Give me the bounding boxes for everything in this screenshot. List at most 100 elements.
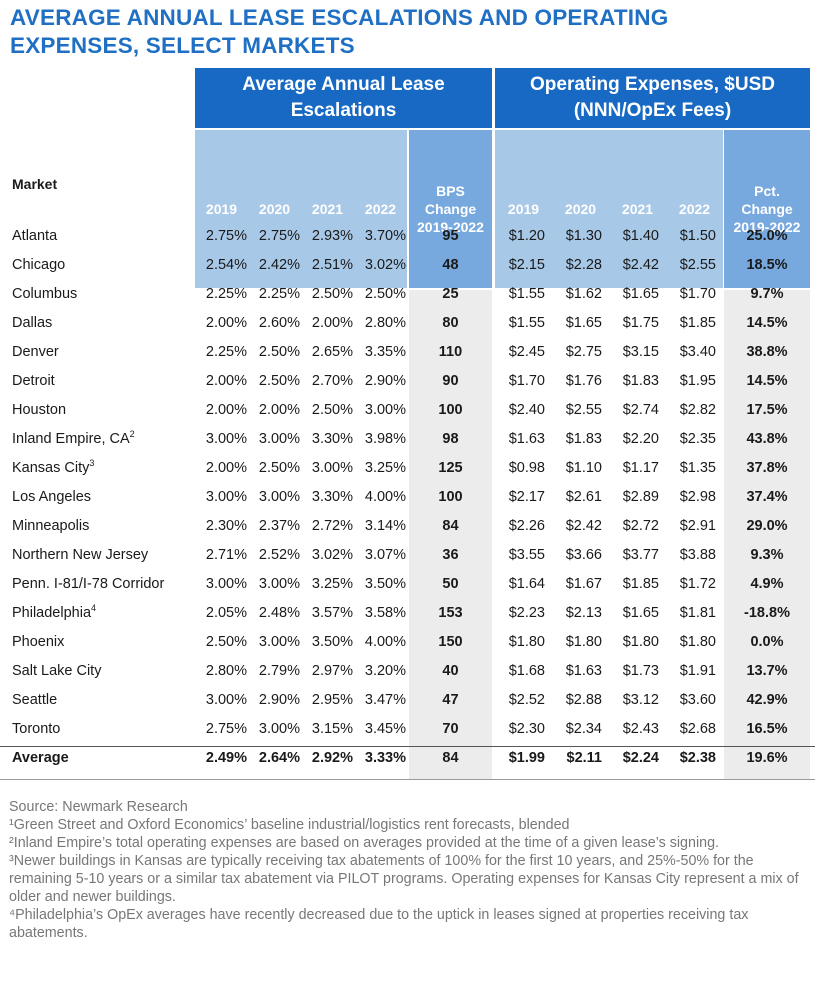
table-row: Toronto 2.75% 3.00% 3.15% 3.45% 70 $2.30 $2.34 $… xyxy=(0,715,815,744)
market-label: Los Angeles xyxy=(12,489,92,505)
lease-escalation-value: 3.00% xyxy=(205,489,247,505)
opex-value: $1.95 xyxy=(679,373,716,389)
bps-column-shade xyxy=(409,290,492,780)
opex-value: $1.91 xyxy=(679,663,716,679)
lease-escalation-value: 3.58% xyxy=(364,605,406,621)
table-row: Philadelphia4 2.05% 2.48% 3.57% 3.58% 153 $2.2… xyxy=(0,599,815,628)
footnote-3: ³Newer buildings in Kansas are typically… xyxy=(9,853,799,905)
table-row: Inland Empire, CA2 3.00% 3.00% 3.30% 3.98% 98… xyxy=(0,425,815,454)
lease-escalation-value: 2.49% xyxy=(205,750,247,766)
lease-escalation-value: 3.25% xyxy=(364,460,406,476)
table-row: Salt Lake City 2.80% 2.79% 2.97% 3.20% 40 $1.6… xyxy=(0,657,815,686)
market-label: Philadelphia xyxy=(12,605,92,621)
lease-escalation-value: 2.50% xyxy=(258,344,300,360)
opex-value: $3.66 xyxy=(565,547,602,563)
lease-escalation-value: 2.92% xyxy=(311,750,353,766)
opex-value: $1.99 xyxy=(508,750,545,766)
opex-value: $2.28 xyxy=(565,257,602,273)
lease-escalation-value: 2.37% xyxy=(258,518,300,534)
pct-change-value: 9.7% xyxy=(750,286,784,302)
bps-change-value: 47 xyxy=(442,692,459,708)
market-label: Chicago xyxy=(12,257,66,273)
opex-value: $1.85 xyxy=(622,576,659,592)
lease-escalation-value: 2.00% xyxy=(258,402,300,418)
opex-value: $2.17 xyxy=(508,489,545,505)
opex-years-header-bg xyxy=(495,130,723,288)
market-name: Minneapolis xyxy=(12,512,89,541)
lease-escalation-value: 3.47% xyxy=(364,692,406,708)
table-row: Dallas 2.00% 2.60% 2.00% 2.80% 80 $1.55 $1.65 $1… xyxy=(0,309,815,338)
lease-escalation-value: 2.00% xyxy=(205,402,247,418)
opex-year-header: 2022 xyxy=(678,201,711,217)
footnote-2: ²Inland Empire’s total operating expense… xyxy=(9,835,719,851)
market-label: Houston xyxy=(12,402,67,418)
lease-escalation-value: 2.90% xyxy=(258,692,300,708)
opex-value: $1.70 xyxy=(679,286,716,302)
market-label: Penn. I-81/I-78 Corridor xyxy=(12,576,165,592)
opex-value: $1.65 xyxy=(622,605,659,621)
pct-header-line: Change xyxy=(741,201,793,217)
table-row: Seattle 3.00% 2.90% 2.95% 3.47% 47 $2.52 $2.88 $… xyxy=(0,686,815,715)
lease-escalation-value: 3.00% xyxy=(258,489,300,505)
lease-escalation-value: 2.50% xyxy=(311,402,353,418)
pct-change-value: -18.8% xyxy=(744,605,790,621)
opex-value: $1.63 xyxy=(508,431,545,447)
market-name: Houston xyxy=(12,396,66,425)
lease-escalation-value: 2.65% xyxy=(311,344,353,360)
opex-value: $1.50 xyxy=(679,228,716,244)
lease-escalation-value: 2.72% xyxy=(311,518,353,534)
lease-escalation-value: 3.00% xyxy=(258,721,300,737)
opex-value: $2.40 xyxy=(508,402,545,418)
opex-value: $1.67 xyxy=(565,576,602,592)
pct-header-line: Pct. xyxy=(754,183,780,199)
lease-escalation-value: 2.00% xyxy=(205,315,247,331)
table-row: Denver 2.25% 2.50% 2.65% 3.35% 110 $2.45 $2.75 $… xyxy=(0,338,815,367)
pct-change-value: 38.8% xyxy=(746,344,788,360)
pct-change-value: 29.0% xyxy=(746,518,788,534)
lease-escalation-value: 3.00% xyxy=(205,576,247,592)
lease-escalation-value: 3.15% xyxy=(311,721,353,737)
opex-value: $0.98 xyxy=(508,460,545,476)
lease-group-line-1: Average Annual Lease xyxy=(242,74,445,95)
lease-escalation-value: 2.93% xyxy=(311,228,353,244)
bps-header-line: Change xyxy=(424,201,477,217)
opex-value: $2.43 xyxy=(622,721,659,737)
lease-escalation-value: 3.45% xyxy=(364,721,406,737)
lease-escalation-value: 3.07% xyxy=(364,547,406,563)
market-label: Minneapolis xyxy=(12,518,90,534)
table-row: Chicago 2.54% 2.42% 2.51% 3.02% 48 $2.15 $2.28 $… xyxy=(0,251,815,280)
lease-escalation-value: 2.60% xyxy=(258,315,300,331)
bps-header-line: BPS xyxy=(436,183,465,199)
lease-escalation-value: 2.00% xyxy=(205,373,247,389)
opex-value: $2.26 xyxy=(508,518,545,534)
opex-value: $1.72 xyxy=(679,576,716,592)
market-label: Dallas xyxy=(12,315,53,331)
pct-column-shade xyxy=(724,290,810,780)
lease-escalation-value: 2.00% xyxy=(311,315,353,331)
opex-value: $1.40 xyxy=(622,228,659,244)
page-title: AVERAGE ANNUAL LEASE ESCALATIONS AND OPE… xyxy=(10,4,800,60)
opex-value: $1.76 xyxy=(565,373,602,389)
market-name: Chicago xyxy=(12,251,65,280)
bps-change-value: 110 xyxy=(438,344,463,360)
bps-change-value: 84 xyxy=(442,750,459,766)
opex-value: $2.45 xyxy=(508,344,545,360)
lease-escalation-value: 3.35% xyxy=(364,344,406,360)
table-row: Atlanta 2.75% 2.75% 2.93% 3.70% 95 $1.20 $1.30 $… xyxy=(0,222,815,251)
bps-change-value: 95 xyxy=(442,228,459,244)
lease-escalation-value: 2.70% xyxy=(311,373,353,389)
opex-value: $1.63 xyxy=(565,663,602,679)
opex-value: $1.80 xyxy=(679,634,716,650)
bps-change-value: 40 xyxy=(442,663,459,679)
lease-escalation-value: 3.50% xyxy=(311,634,353,650)
footnotes: Source: Newmark Research ¹Green Street a… xyxy=(9,798,809,942)
lease-escalation-value: 2.42% xyxy=(258,257,300,273)
opex-year-header: 2021 xyxy=(621,201,654,217)
market-label: Northern New Jersey xyxy=(12,547,149,563)
footnote-marker: 4 xyxy=(91,603,97,614)
lease-escalation-value: 3.57% xyxy=(311,605,353,621)
opex-value: $1.75 xyxy=(622,315,659,331)
opex-value: $3.60 xyxy=(679,692,716,708)
lease-escalation-value: 2.79% xyxy=(258,663,300,679)
opex-value: $2.82 xyxy=(679,402,716,418)
